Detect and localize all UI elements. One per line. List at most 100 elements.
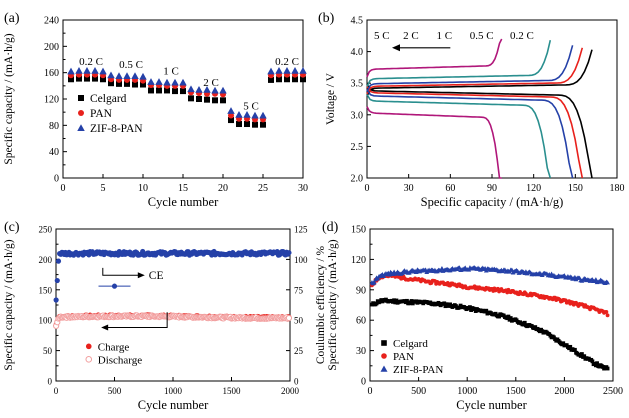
data-point-zif-8-pan: [83, 66, 91, 74]
data-point-ce: [53, 297, 59, 303]
data-point-celgard: [68, 76, 74, 83]
y-tick-label: 2.0: [351, 174, 364, 185]
data-point-pan: [605, 313, 610, 318]
data-point-celgard: [260, 121, 266, 128]
x-tick-label: 20: [218, 183, 228, 194]
data-point-zif-8-pan: [131, 72, 139, 79]
y-axis-title: Specific capacity / (mA·h/g): [3, 239, 15, 370]
x-tick-label: 0: [365, 183, 370, 194]
data-point-celgard: [188, 95, 194, 102]
data-point-celgard: [204, 96, 210, 103]
data-point-zif-8-pan: [75, 66, 83, 74]
data-point-celgard: [595, 361, 599, 366]
data-point-ce: [286, 250, 292, 256]
y-tick-label: 2.5: [351, 142, 364, 153]
data-point-celgard: [124, 80, 130, 87]
data-point-celgard: [252, 121, 258, 128]
rate-label: 1 C: [163, 66, 179, 78]
legend-marker-discharge: [85, 356, 93, 363]
rate-label: 2 C: [203, 77, 219, 89]
y-tick-label: 60: [356, 316, 366, 327]
data-point-celgard: [164, 87, 170, 94]
x-tick-label: 25: [258, 183, 268, 194]
data-point-zif-8-pan: [227, 107, 235, 114]
data-point-zif-8-pan: [371, 279, 377, 285]
panel-label: (d): [322, 220, 339, 235]
data-point-celgard: [468, 305, 472, 310]
panel-label: (a): [4, 11, 20, 26]
data-point-zif-8-pan: [163, 78, 171, 86]
data-point-zif-8-pan: [291, 66, 299, 74]
x-tick-label: 1500: [223, 386, 242, 396]
data-point-zif-8-pan: [155, 78, 163, 85]
panel-b: 0 30 60 90 120 150 180 2.0 2.5 3.0 3.5 4.0 4.5 Specif…: [318, 11, 625, 209]
legend-marker-celgard: [78, 95, 84, 101]
legend-label-zif-8-pan: ZIF-8-PAN: [393, 364, 443, 376]
data-point-celgard: [236, 121, 242, 128]
x-axis-title: Cycle number: [456, 398, 527, 412]
data-point-zif-8-pan: [235, 111, 243, 118]
y-right-tick-label: 125: [294, 225, 308, 235]
data-point-celgard: [469, 308, 473, 312]
data-point-celgard: [561, 341, 566, 346]
y-axis-title: Voltage / V: [325, 72, 337, 125]
rate-label: 0.2 C: [275, 56, 299, 68]
y-tick-label: 150: [39, 285, 53, 295]
y-right-tick-label: 25: [294, 346, 304, 356]
x-axis-title: Cycle number: [148, 195, 219, 209]
data-point-celgard: [410, 301, 415, 306]
y-tick-label: 30: [356, 346, 366, 357]
rate-label: 0.5 C: [470, 30, 494, 42]
data-point-zif-8-pan: [195, 86, 203, 93]
y-tick-label: 90: [356, 285, 366, 296]
y-right-tick-label: 0: [294, 377, 299, 387]
y-tick-label: 100: [39, 316, 53, 326]
x-tick-label: 180: [610, 183, 625, 194]
rate-label: 2 C: [403, 30, 419, 42]
data-point-celgard: [472, 307, 477, 312]
data-point-celgard: [374, 301, 379, 306]
data-point-zif-8-pan: [99, 67, 107, 75]
y-tick-label: 160: [44, 68, 59, 79]
legend-label-celgard: Celgard: [90, 93, 127, 105]
data-point-celgard: [392, 298, 397, 303]
data-point-celgard: [393, 300, 398, 305]
rate-label: 0.5 C: [119, 59, 143, 71]
legend-label-pan: PAN: [90, 108, 113, 120]
data-point-celgard: [533, 325, 538, 329]
y-axis-title: Specific capacity / (mA·h/g): [3, 33, 15, 164]
data-point-celgard: [572, 347, 577, 352]
data-point-zif-8-pan: [179, 78, 187, 86]
data-point-pan: [604, 310, 609, 314]
ce-legend-marker: [111, 283, 118, 289]
y-tick-label: 200: [44, 42, 59, 53]
data-point-celgard: [409, 299, 414, 303]
x-tick-label: 150: [568, 183, 583, 194]
data-point-zif-8-pan: [275, 66, 283, 74]
discharge-curve-1C: [366, 89, 574, 179]
data-point-zif-8-pan: [147, 78, 155, 85]
data-point-celgard: [405, 298, 409, 303]
data-point-celgard: [228, 117, 234, 124]
x-tick-label: 2500: [603, 386, 623, 397]
data-point-celgard: [140, 81, 146, 88]
ce-callout-label: CE: [149, 270, 164, 282]
rate-label: 0.2 C: [510, 30, 534, 42]
data-point-celgard: [132, 81, 138, 88]
y-tick-label: 250: [39, 225, 53, 235]
y-tick-label: 0: [48, 377, 53, 387]
x-axis-title: Cycle number: [138, 398, 209, 412]
data-point-zif-8-pan: [67, 67, 75, 75]
data-point-celgard: [292, 76, 298, 83]
data-point-celgard: [506, 314, 511, 319]
data-point-celgard: [212, 97, 218, 104]
data-point-celgard: [484, 308, 489, 313]
data-point-zif-8-pan: [219, 86, 227, 94]
x-tick-label: 5: [101, 183, 106, 194]
x-tick-label: 1500: [506, 386, 526, 397]
x-tick-label: 0: [368, 386, 373, 397]
data-point-celgard: [276, 76, 282, 83]
legend-marker-celgard: [381, 340, 387, 346]
